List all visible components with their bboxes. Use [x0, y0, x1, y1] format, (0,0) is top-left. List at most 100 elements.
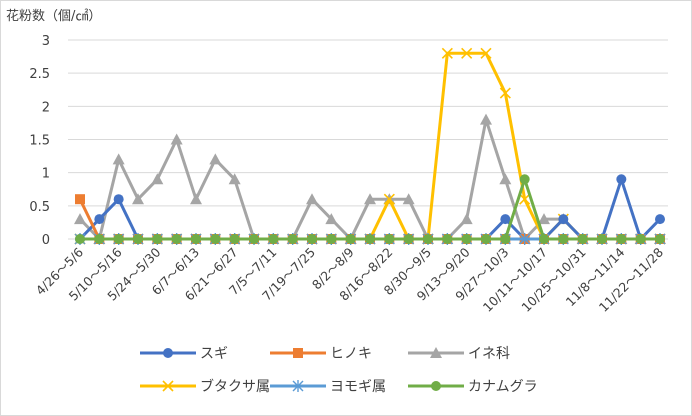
legend-marker: [162, 380, 174, 392]
series-line: [78, 118, 660, 241]
data-point: [442, 234, 453, 244]
data-point: [113, 194, 124, 205]
gridlines: [68, 39, 668, 240]
legend-entry: スギ: [140, 346, 228, 362]
data-point: [558, 234, 569, 244]
data-point: [655, 214, 665, 225]
data-point: [519, 174, 530, 185]
y-tick-label: 1: [42, 167, 50, 182]
data-point: [480, 113, 492, 125]
data-point: [210, 234, 221, 244]
data-point: [616, 234, 627, 244]
data-point: [384, 234, 395, 244]
data-point: [423, 234, 433, 244]
data-point: [94, 214, 105, 225]
y-tick-label: 2: [42, 100, 50, 115]
y-tick-label: 0: [42, 233, 50, 248]
data-point: [383, 193, 395, 205]
legend-entry: ヒノキ: [270, 346, 372, 362]
data-point: [597, 234, 607, 244]
legend-label: スギ: [200, 346, 228, 362]
data-point: [132, 193, 144, 205]
data-point: [326, 234, 337, 244]
y-tick-label: 2.5: [29, 67, 50, 82]
data-point: [94, 234, 105, 244]
data-point: [441, 47, 453, 59]
data-point: [480, 47, 492, 59]
y-tick-label: 3: [42, 34, 50, 49]
data-point: [228, 173, 241, 185]
data-point: [113, 234, 124, 244]
data-point: [151, 173, 164, 185]
data-point: [152, 234, 163, 244]
y-tick-label: 1.5: [29, 134, 50, 149]
data-point: [655, 234, 665, 244]
series-3: [74, 47, 666, 245]
data-point: [249, 234, 259, 244]
legend-marker: [430, 347, 442, 358]
data-point: [171, 234, 182, 244]
data-point: [538, 213, 550, 225]
legend-label: ブタクサ属: [200, 378, 270, 395]
data-point: [481, 234, 491, 244]
data-point: [268, 234, 279, 244]
legend-label: ヒノキ: [330, 346, 372, 362]
series-2: [74, 113, 666, 244]
data-point: [345, 234, 356, 244]
legend-entry: ブタクサ属: [140, 378, 270, 395]
data-point: [364, 193, 376, 205]
y-tick-label: 0.5: [29, 200, 50, 215]
legend-entry: ヨモギ属: [270, 379, 386, 395]
data-point: [499, 173, 512, 185]
series-5: [75, 174, 665, 244]
legend-entry: カナムグラ: [408, 379, 538, 395]
data-point: [461, 47, 473, 59]
data-point: [500, 214, 511, 225]
data-point: [402, 193, 415, 205]
data-point: [519, 233, 531, 245]
data-point: [306, 193, 318, 205]
legend-label: イネ科: [468, 346, 510, 362]
legend-label: ヨモギ属: [330, 379, 386, 395]
legend-marker: [292, 380, 304, 392]
legend-entry: イネ科: [408, 346, 510, 362]
data-point: [229, 234, 240, 244]
data-point: [190, 193, 202, 205]
series-lines: [74, 47, 666, 245]
legend-marker: [431, 381, 441, 391]
series-line: [78, 177, 662, 241]
series-line: [80, 51, 660, 241]
data-point: [133, 234, 143, 244]
y-axis-label: 花粉数（個/㎠）: [6, 8, 101, 24]
x-tick-labels: 4/26～5/65/10～5/165/24～5/306/7～6/136/21～6…: [33, 244, 667, 314]
data-point: [403, 234, 414, 244]
legend-marker: [293, 348, 303, 358]
data-point: [170, 133, 183, 145]
data-point: [577, 234, 588, 244]
data-point: [325, 213, 338, 225]
data-point: [460, 213, 473, 225]
data-point: [307, 234, 317, 244]
data-point: [287, 234, 298, 244]
data-point: [461, 234, 472, 244]
data-point: [635, 234, 646, 244]
data-point: [75, 234, 85, 244]
data-point: [558, 214, 569, 225]
data-point: [616, 174, 627, 185]
data-point: [365, 234, 375, 244]
data-point: [500, 234, 511, 244]
legend-label: カナムグラ: [468, 379, 538, 395]
data-point: [75, 194, 85, 205]
y-tick-labels: 0 0.5 1 1.5 2 2.5 3: [29, 34, 50, 248]
data-point: [519, 193, 531, 205]
data-point: [539, 234, 549, 244]
data-point: [191, 234, 201, 244]
legend-marker: [163, 348, 173, 358]
data-point: [499, 87, 511, 99]
data-point: [74, 213, 86, 225]
data-point: [209, 153, 222, 165]
data-point: [112, 153, 125, 165]
